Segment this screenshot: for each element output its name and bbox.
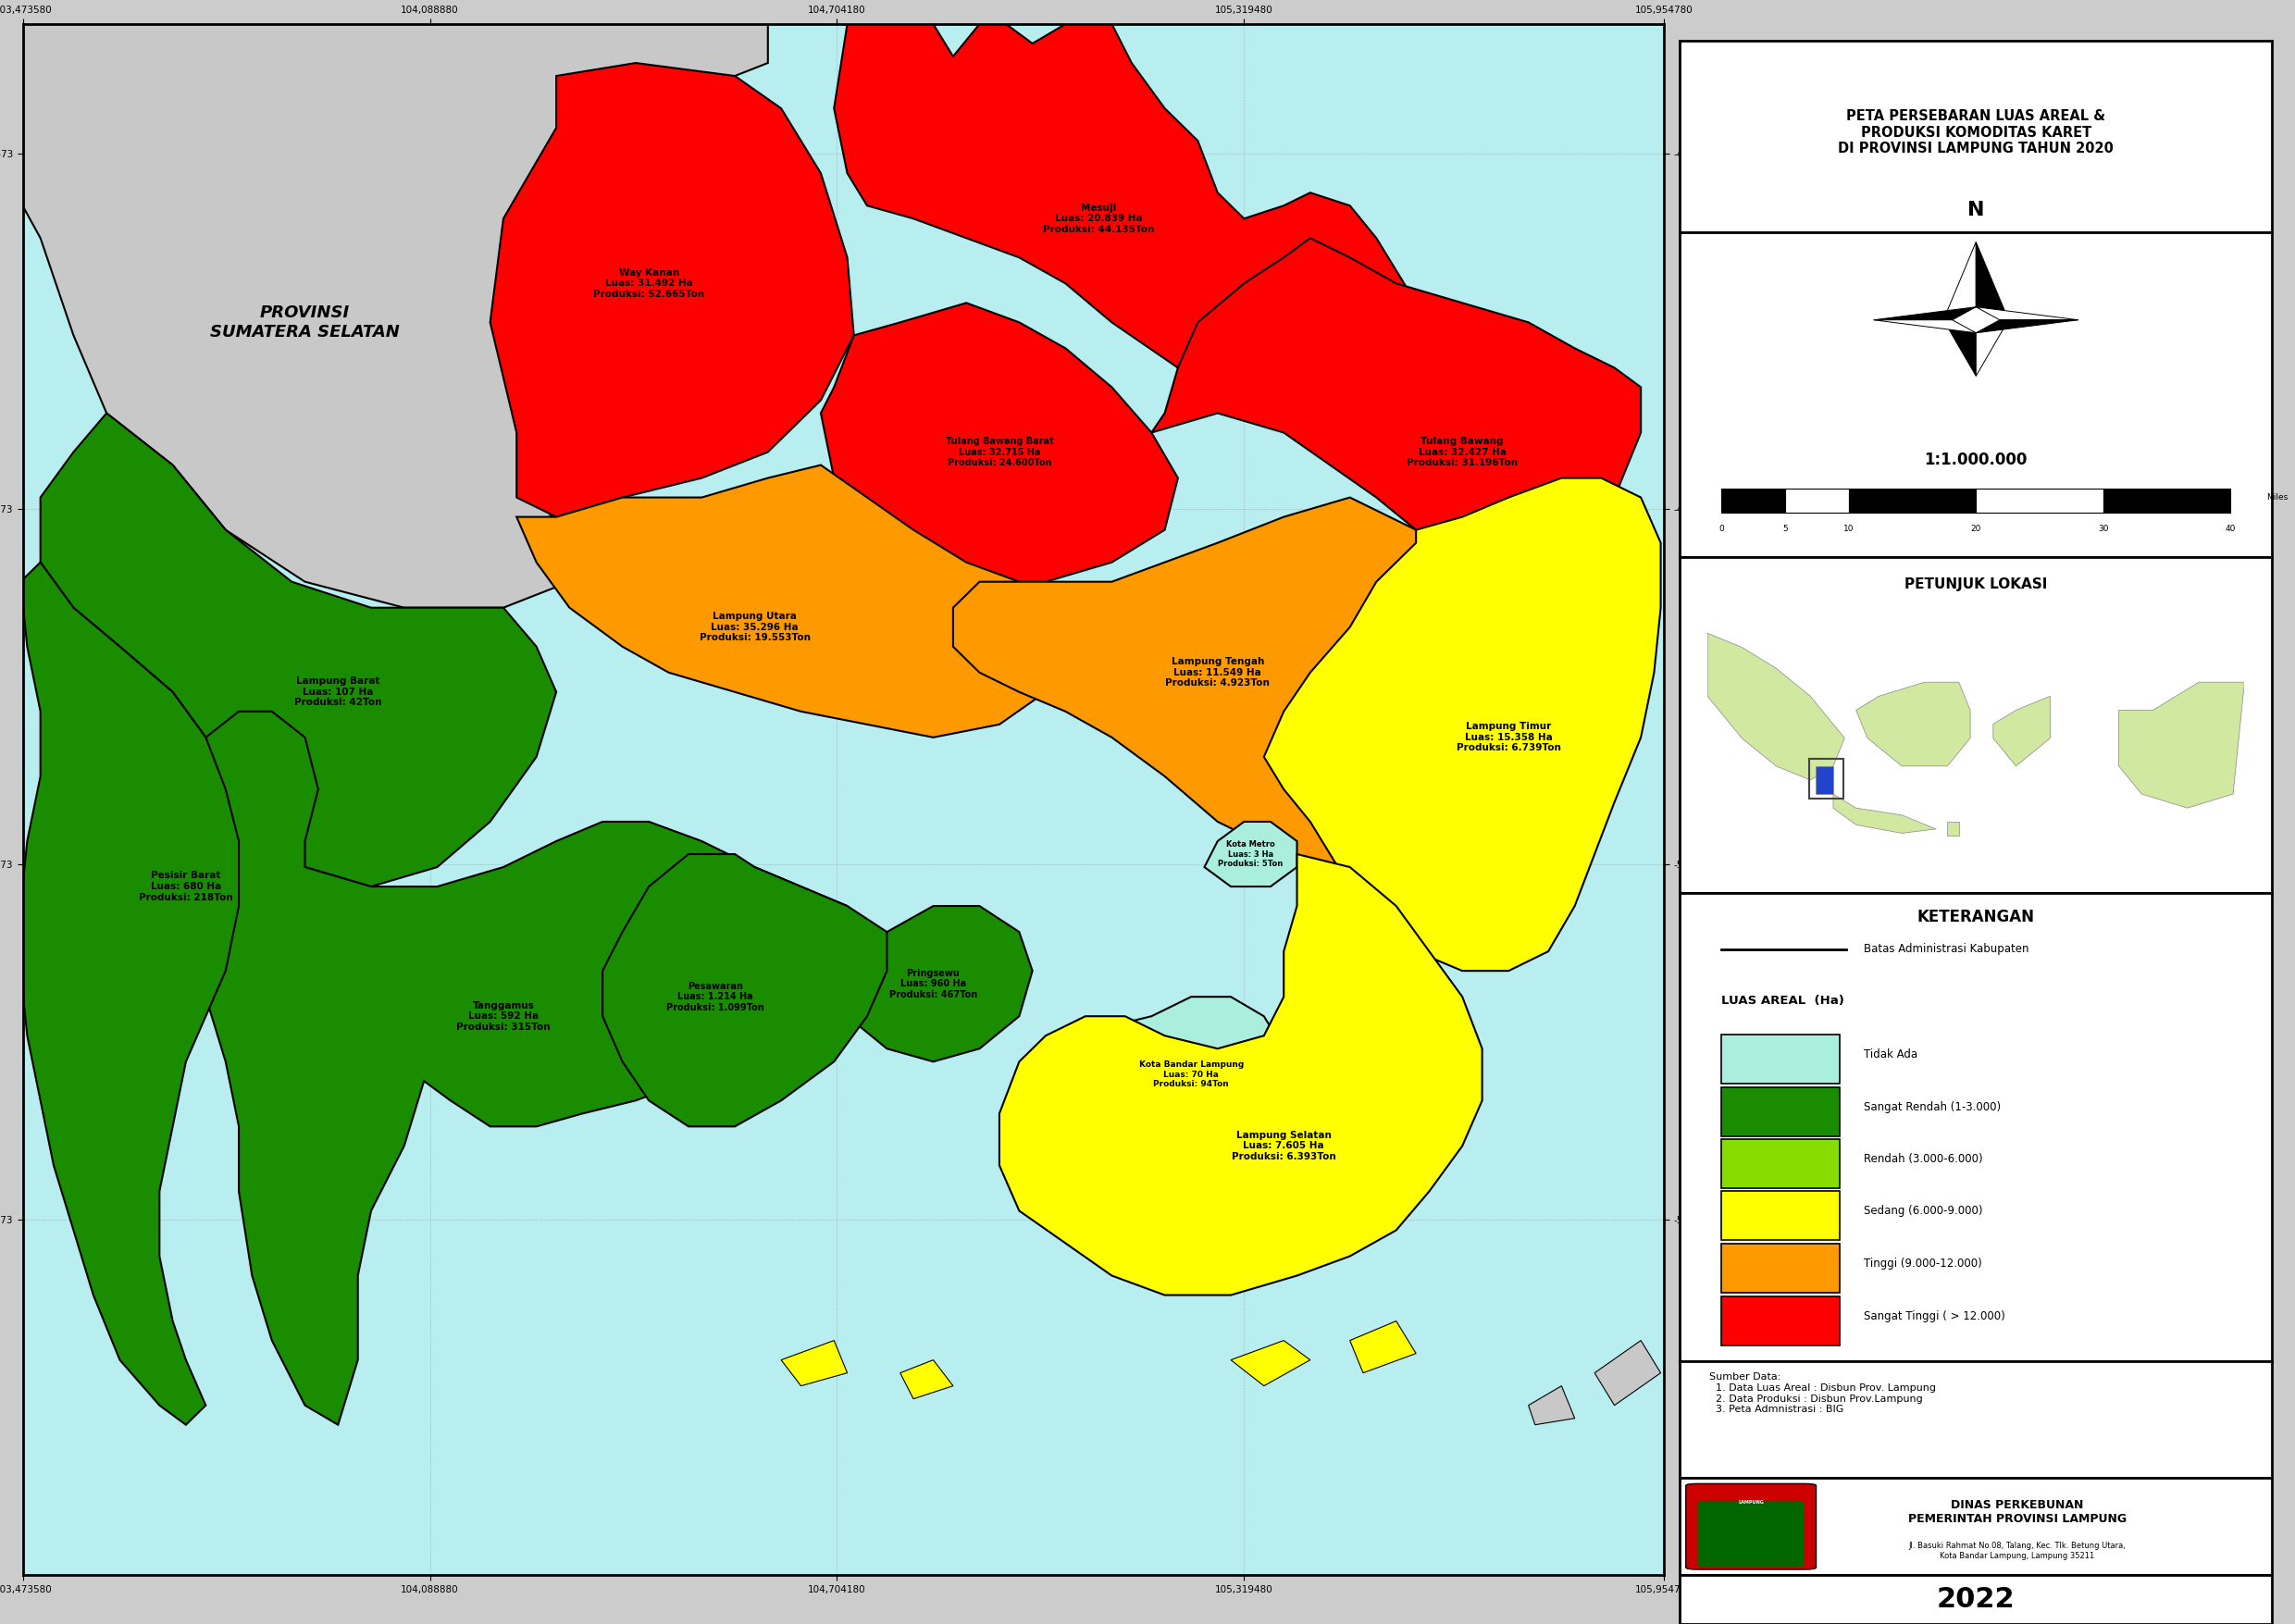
Text: Tulang Bawang
Luas: 32.427 Ha
Produksi: 31.196Ton: Tulang Bawang Luas: 32.427 Ha Produksi: … (1407, 437, 1517, 468)
Polygon shape (604, 854, 886, 1127)
Text: Mesuji
Luas: 20.839 Ha
Produksi: 44.135Ton: Mesuji Luas: 20.839 Ha Produksi: 44.135T… (1042, 203, 1154, 234)
Text: Jl. Basuki Rahmat No.08, Talang, Kec. Tlk. Betung Utara,
Kota Bandar Lampung, La: Jl. Basuki Rahmat No.08, Talang, Kec. Tl… (1909, 1541, 2125, 1561)
Text: Tinggi (9.000-12.000): Tinggi (9.000-12.000) (1864, 1257, 1981, 1270)
Text: 2022: 2022 (1937, 1587, 2015, 1613)
Text: 10: 10 (1843, 525, 1854, 533)
FancyBboxPatch shape (1698, 1501, 1804, 1567)
Polygon shape (1976, 307, 2079, 320)
Text: Sangat Rendah (1-3.000): Sangat Rendah (1-3.000) (1864, 1101, 2001, 1112)
Polygon shape (1707, 633, 1845, 780)
Polygon shape (1944, 320, 1976, 377)
Text: Pesisir Barat
Luas: 680 Ha
Produksi: 218Ton: Pesisir Barat Luas: 680 Ha Produksi: 218… (140, 870, 232, 901)
Bar (1721, 489, 1786, 513)
Polygon shape (23, 24, 769, 607)
Text: Sedang (6.000-9.000): Sedang (6.000-9.000) (1864, 1205, 1983, 1218)
Text: Way Kanan
Luas: 31.492 Ha
Produksi: 52.665Ton: Way Kanan Luas: 31.492 Ha Produksi: 52.6… (594, 268, 705, 299)
Text: KETERANGAN: KETERANGAN (1916, 909, 2036, 926)
Text: Miles: Miles (2265, 492, 2288, 502)
Polygon shape (1230, 1340, 1310, 1385)
Text: Lampung Utara
Luas: 35.296 Ha
Produksi: 19.553Ton: Lampung Utara Luas: 35.296 Ha Produksi: … (700, 612, 810, 643)
Bar (1808, 758, 1843, 799)
Text: Rendah (3.000-6.000): Rendah (3.000-6.000) (1864, 1153, 1983, 1164)
Polygon shape (833, 906, 1033, 1062)
Text: Sumber Data:
  1. Data Luas Areal : Disbun Prov. Lampung
  2. Data Produksi : Di: Sumber Data: 1. Data Luas Areal : Disbun… (1710, 1372, 1937, 1415)
Text: Sangat Tinggi ( > 12.000): Sangat Tinggi ( > 12.000) (1864, 1311, 2006, 1322)
Bar (1721, 1296, 1841, 1345)
Polygon shape (1265, 477, 1662, 971)
FancyBboxPatch shape (1687, 1484, 1815, 1569)
Bar (1976, 489, 2102, 513)
Text: 30: 30 (2098, 525, 2109, 533)
Text: Pesawaran
Luas: 1.214 Ha
Produksi: 1.099Ton: Pesawaran Luas: 1.214 Ha Produksi: 1.099… (666, 981, 764, 1012)
Polygon shape (41, 412, 555, 887)
Polygon shape (1099, 997, 1283, 1147)
Text: Lampung Tengah
Luas: 11.549 Ha
Produksi: 4.923Ton: Lampung Tengah Luas: 11.549 Ha Produksi:… (1166, 658, 1269, 689)
Text: Lampung Timur
Luas: 15.358 Ha
Produksi: 6.739Ton: Lampung Timur Luas: 15.358 Ha Produksi: … (1457, 723, 1561, 754)
Text: 5: 5 (1783, 525, 1788, 533)
Text: 20: 20 (1971, 525, 1981, 533)
Polygon shape (1152, 239, 1641, 581)
Polygon shape (1948, 822, 1960, 836)
Polygon shape (780, 1340, 847, 1385)
Polygon shape (1857, 682, 1971, 767)
Polygon shape (491, 63, 854, 516)
Bar (2102, 489, 2231, 513)
Text: 0: 0 (1719, 525, 1724, 533)
Text: Lampung Selatan
Luas: 7.605 Ha
Produksi: 6.393Ton: Lampung Selatan Luas: 7.605 Ha Produksi:… (1232, 1130, 1336, 1161)
Text: Lampung Barat
Luas: 107 Ha
Produksi: 42Ton: Lampung Barat Luas: 107 Ha Produksi: 42T… (294, 677, 381, 708)
Text: PETA PERSEBARAN LUAS AREAL &
PRODUKSI KOMODITAS KARET
DI PROVINSI LAMPUNG TAHUN : PETA PERSEBARAN LUAS AREAL & PRODUKSI KO… (1838, 109, 2114, 156)
Polygon shape (516, 464, 1065, 737)
Text: Tanggamus
Luas: 592 Ha
Produksi: 315Ton: Tanggamus Luas: 592 Ha Produksi: 315Ton (457, 1000, 551, 1031)
Polygon shape (1834, 794, 1937, 833)
Bar (1721, 1190, 1841, 1241)
Polygon shape (1873, 320, 1976, 333)
Polygon shape (1873, 307, 1976, 320)
Text: 1:1.000.000: 1:1.000.000 (1926, 451, 2026, 468)
Polygon shape (1976, 320, 2008, 377)
Polygon shape (998, 854, 1483, 1294)
Polygon shape (833, 24, 1430, 432)
Text: Tulang Bawang Barat
Luas: 32.715 Ha
Produksi: 24.600Ton: Tulang Bawang Barat Luas: 32.715 Ha Prod… (946, 437, 1053, 468)
Bar (1721, 1138, 1841, 1187)
Bar (1721, 1244, 1841, 1293)
Bar (1721, 1086, 1841, 1135)
Polygon shape (1976, 242, 2008, 320)
Polygon shape (1205, 822, 1297, 887)
Polygon shape (822, 304, 1177, 581)
Bar (1850, 489, 1976, 513)
Text: 40: 40 (2226, 525, 2235, 533)
Polygon shape (1528, 1385, 1574, 1424)
Polygon shape (158, 711, 847, 1424)
Polygon shape (1944, 242, 1976, 320)
Text: Kota Bandar Lampung
Luas: 70 Ha
Produksi: 94Ton: Kota Bandar Lampung Luas: 70 Ha Produksi… (1138, 1060, 1244, 1088)
Polygon shape (2118, 682, 2245, 809)
Polygon shape (1595, 1340, 1662, 1405)
Bar (1786, 489, 1850, 513)
Text: LAMPUNG: LAMPUNG (1737, 1501, 1765, 1504)
Polygon shape (900, 1359, 952, 1398)
Polygon shape (21, 562, 239, 1424)
Polygon shape (1815, 767, 1834, 794)
Text: Batas Administrasi Kabupaten: Batas Administrasi Kabupaten (1864, 944, 2029, 955)
Text: N: N (1967, 201, 1985, 219)
Text: Tidak Ada: Tidak Ada (1864, 1049, 1916, 1060)
Polygon shape (1976, 320, 2079, 333)
Polygon shape (952, 497, 1528, 867)
Polygon shape (1992, 697, 2049, 767)
Text: Kota Metro
Luas: 3 Ha
Produksi: 5Ton: Kota Metro Luas: 3 Ha Produksi: 5Ton (1219, 840, 1283, 867)
Text: Pringsewu
Luas: 960 Ha
Produksi: 467Ton: Pringsewu Luas: 960 Ha Produksi: 467Ton (888, 968, 978, 999)
Text: PETUNJUK LOKASI: PETUNJUK LOKASI (1905, 577, 2047, 591)
Polygon shape (1349, 1320, 1416, 1372)
Text: DINAS PERKEBUNAN
PEMERINTAH PROVINSI LAMPUNG: DINAS PERKEBUNAN PEMERINTAH PROVINSI LAM… (1907, 1499, 2127, 1525)
Text: PROVINSI
SUMATERA SELATAN: PROVINSI SUMATERA SELATAN (211, 304, 399, 341)
Text: LUAS AREAL  (Ha): LUAS AREAL (Ha) (1721, 996, 1845, 1007)
Bar (1721, 1034, 1841, 1083)
